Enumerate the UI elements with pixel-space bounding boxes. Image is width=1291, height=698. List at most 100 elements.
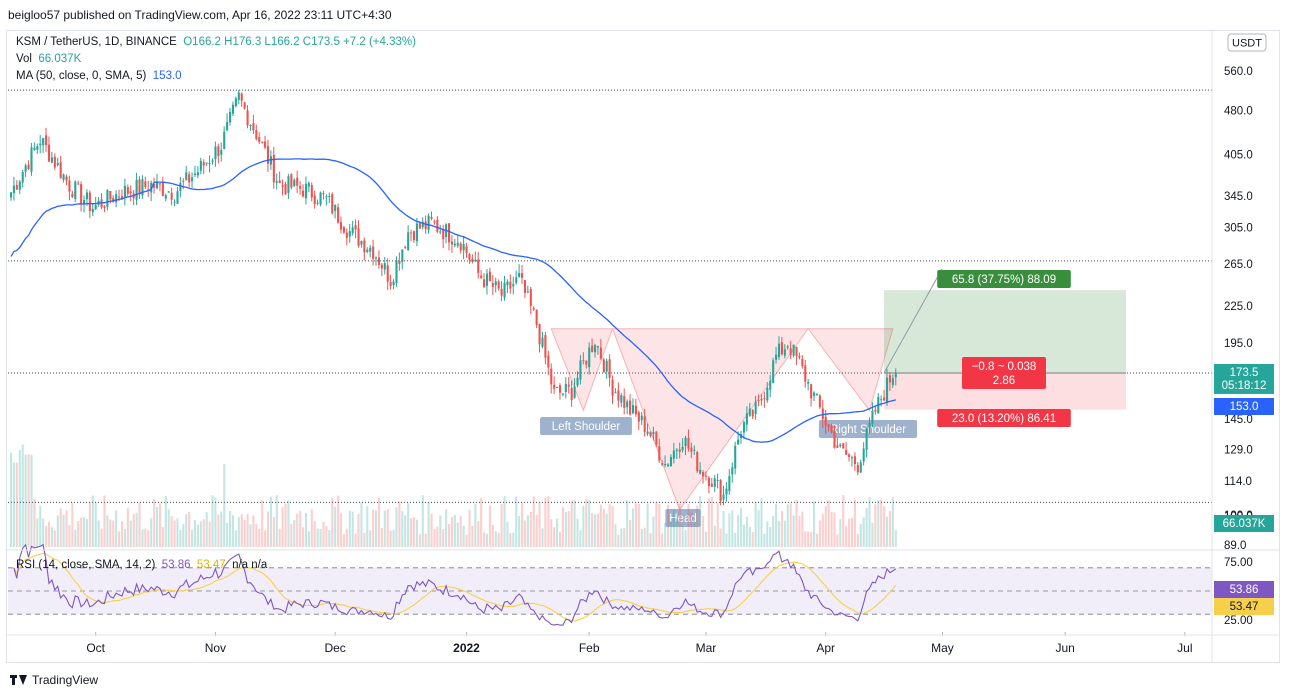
volume-bar: [471, 525, 474, 547]
volume-bar: [529, 511, 532, 547]
volume-bar: [868, 497, 871, 547]
volume-bar: [281, 507, 284, 547]
candle-body: [372, 246, 375, 259]
candle-body: [827, 424, 830, 428]
candle-body: [243, 102, 246, 109]
candle-body: [217, 146, 220, 157]
candle-body: [865, 428, 868, 450]
volume-bar: [810, 532, 813, 547]
ma-price-label: 153.0: [1230, 401, 1259, 413]
volume-bar: [631, 508, 635, 547]
volume-bar: [325, 525, 328, 547]
candle-body: [337, 207, 340, 223]
volume-bar: [278, 528, 281, 547]
volume-bar: [845, 526, 848, 547]
rsi-sma-last-label: 53.47: [1230, 601, 1259, 613]
volume-bar: [389, 530, 392, 547]
center-label-line1: −0.8 ~ 0.038: [972, 361, 1037, 373]
volume-bar: [807, 531, 810, 547]
ma-layer: [10, 158, 896, 443]
volume-bar: [418, 534, 421, 547]
volume-bar: [742, 524, 746, 547]
volume-bar: [453, 514, 456, 547]
volume-bar: [865, 507, 868, 547]
time-tick-label: May: [931, 641, 954, 655]
volume-bar: [299, 511, 302, 547]
price-tick: 195.0: [1224, 338, 1253, 350]
candle-body: [862, 448, 865, 462]
candle-body: [395, 260, 398, 284]
volume-bar: [229, 511, 232, 547]
candle-body: [801, 358, 804, 367]
volume-bar: [459, 516, 462, 547]
volume-bar: [769, 526, 772, 547]
candle-body: [129, 191, 132, 194]
candle-body: [196, 172, 199, 176]
candle-body: [547, 355, 550, 368]
volume-bar: [456, 522, 459, 547]
candle-body: [699, 469, 702, 474]
candle-body: [287, 176, 290, 193]
candle-body: [30, 147, 33, 172]
volume-bar: [386, 509, 389, 547]
candle-body: [223, 131, 226, 149]
price-tick: 405.0: [1224, 150, 1253, 162]
candle-body: [807, 382, 810, 384]
volume-bar: [465, 534, 468, 547]
candle-body: [386, 265, 389, 282]
candle-body: [859, 462, 862, 473]
volume-bar: [605, 513, 608, 547]
volume-bar: [161, 526, 164, 547]
candle-body: [488, 271, 491, 281]
volume-bar: [106, 515, 109, 547]
candle-body: [153, 184, 156, 188]
candle-body: [850, 457, 854, 459]
volume-bar: [252, 515, 255, 547]
volume-bar: [667, 504, 670, 547]
candle-body: [351, 227, 354, 234]
candle-body: [684, 437, 687, 447]
candle-body: [839, 444, 842, 447]
candle-body: [576, 377, 579, 386]
volume-bar: [415, 519, 418, 547]
volume-bar: [503, 496, 506, 547]
volume-bar: [573, 500, 576, 547]
volume-bar: [725, 533, 728, 547]
volume-bar: [550, 519, 553, 547]
candle-body: [328, 196, 331, 198]
candle-body: [345, 232, 348, 238]
candle-body: [275, 181, 278, 183]
price-tick: 265.0: [1224, 259, 1253, 271]
volume-bar: [118, 531, 121, 547]
volume-bar: [792, 515, 795, 547]
candle-body: [845, 449, 848, 455]
candle-body: [731, 467, 734, 475]
volume-bar: [763, 533, 766, 547]
volume-bar: [91, 495, 94, 547]
volume-bar: [553, 527, 556, 547]
rsi-last-label-bg: [1214, 581, 1274, 598]
volume-bar: [556, 518, 559, 547]
candle-body: [36, 146, 39, 150]
rsi-last-label: 53.86: [1230, 584, 1259, 596]
footer-brand: TradingView: [32, 673, 99, 687]
volume-bar: [477, 521, 480, 547]
candle-body: [880, 399, 883, 401]
candle-body: [702, 471, 705, 477]
volume-bar: [646, 503, 649, 547]
volume-bar: [442, 529, 445, 547]
candle-body: [202, 162, 205, 166]
volume-bar: [132, 514, 135, 547]
volume-bar: [716, 503, 719, 547]
volume-bar: [880, 499, 883, 547]
volume-bar: [410, 518, 413, 547]
candle-body: [418, 223, 421, 229]
volume-bar: [591, 513, 594, 547]
volume-bar: [672, 509, 675, 547]
legend-ma-row: MA (50, close, 0, SMA, 5) 153.0: [16, 70, 182, 82]
vol-value: 66.037K: [38, 53, 82, 65]
volume-bar: [287, 500, 290, 547]
volume-bar: [804, 531, 807, 547]
time-tick-label: Dec: [324, 641, 345, 655]
